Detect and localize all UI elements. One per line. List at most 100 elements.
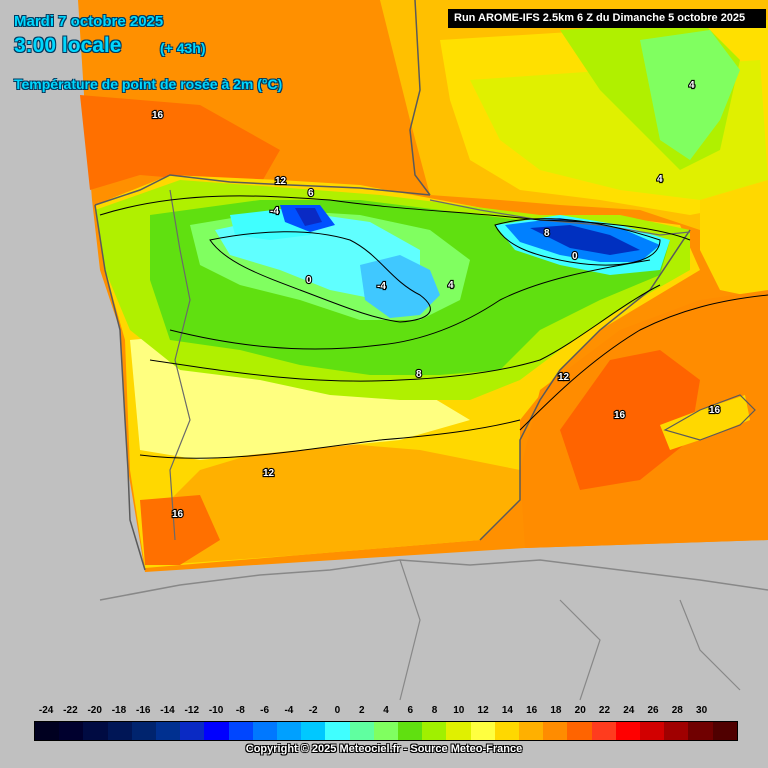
legend-tick-label: 28 <box>671 705 683 716</box>
legend-color-cell <box>83 722 108 740</box>
coastline-north-spain <box>94 174 431 206</box>
legend-color-cell <box>712 722 737 740</box>
contour-label: 0 <box>572 251 578 262</box>
contour-label: -4 <box>270 206 279 217</box>
legend-color-cell <box>519 722 544 740</box>
africa-border-3 <box>679 599 741 691</box>
legend-tick-label: 4 <box>383 705 389 716</box>
legend-color-cell <box>107 722 132 740</box>
legend-color-cell <box>446 722 471 740</box>
legend-color-cell <box>543 722 568 740</box>
contour-line-south <box>139 419 521 459</box>
border-portugal-spain <box>169 189 191 541</box>
copyright-text: Copyright © 2025 Meteociel.fr - Source M… <box>245 743 523 755</box>
legend-tick-label: 20 <box>574 705 586 716</box>
contour-label: 16 <box>614 410 626 421</box>
legend-color-cell <box>349 722 374 740</box>
balearic-yellow <box>660 395 750 450</box>
contour-line-0 <box>209 231 431 323</box>
coastline-east-spain <box>479 229 691 541</box>
legend-tick-label: -4 <box>284 705 294 716</box>
forecast-date: Mardi 7 octobre 2025 <box>14 13 164 30</box>
legend-tick-label: 22 <box>598 705 611 716</box>
legend-tick-labels: -24 -22 -20 -18 -16 -14 -12 -10 -8 -6 -4 -2 0 2 4 6 8 10 1… <box>0 705 768 719</box>
contour-line-4 <box>169 259 651 350</box>
africa-border-1 <box>399 559 421 701</box>
contour-label: 6 <box>308 188 314 199</box>
legend-tick-label: 18 <box>550 705 562 716</box>
contour-label: 4 <box>657 174 663 185</box>
legend-tick-label: -18 <box>111 705 127 716</box>
legend-color-cell <box>470 722 495 740</box>
france-east-yellow <box>700 180 768 300</box>
pyrenees-dark <box>530 225 640 255</box>
contour-label: 0 <box>306 275 312 286</box>
legend-color-cell <box>204 722 229 740</box>
legend-color-cell <box>398 722 423 740</box>
legend-color-cell <box>59 722 84 740</box>
iberia-south-orange <box>150 440 520 565</box>
legend-color-cell <box>664 722 689 740</box>
legend-tick-label: -20 <box>87 705 102 716</box>
legend-tick-label: 30 <box>696 705 708 716</box>
parameter-title: Température de point de rosée à 2m (°C) <box>14 76 283 92</box>
legend-color-cell <box>156 722 181 740</box>
legend-tick-label: 8 <box>431 705 438 716</box>
contour-label: 8 <box>416 369 422 380</box>
contour-label: 4 <box>689 80 695 91</box>
contour-label: 12 <box>263 468 275 479</box>
legend-tick-label: 6 <box>407 705 414 716</box>
contour-label: 16 <box>152 110 164 121</box>
legend-color-cell <box>180 722 205 740</box>
contour-line-east <box>519 294 768 431</box>
legend-tick-label: -8 <box>235 705 245 716</box>
legend-tick-label: -22 <box>63 705 78 716</box>
contour-line-8 <box>149 284 661 382</box>
contour-label: 12 <box>275 176 287 187</box>
legend-color-cell <box>325 722 350 740</box>
legend-tick-label: -14 <box>160 705 175 716</box>
legend-color-cell <box>640 722 665 740</box>
legend-tick-label: 10 <box>453 705 465 716</box>
border-spain-france <box>429 199 691 236</box>
africa-coast <box>99 559 768 601</box>
legend-tick-label: -12 <box>184 705 200 716</box>
legend-tick-label: 26 <box>647 705 659 716</box>
balearic-outline <box>663 394 756 441</box>
lead-time: (+ 43h) <box>160 40 206 56</box>
legend-tick-label: 12 <box>477 705 489 716</box>
legend-color-cell <box>228 722 253 740</box>
legend-color-cell <box>615 722 641 740</box>
color-scale-legend <box>34 721 738 741</box>
contour-line-pyrenees <box>494 218 661 266</box>
legend-tick-label: -10 <box>208 705 224 716</box>
mediterranean-hot <box>560 350 700 490</box>
legend-color-cell <box>277 722 302 740</box>
legend-tick-label: 14 <box>501 705 513 716</box>
france-green-patch <box>640 30 740 160</box>
legend-color-cell <box>252 722 278 740</box>
biscay-warm-area <box>80 95 280 190</box>
legend-color-cell <box>591 722 616 740</box>
legend-tick-label: -24 <box>38 705 54 716</box>
legend-color-cell <box>373 722 399 740</box>
legend-tick-label: -2 <box>308 705 318 716</box>
legend-color-cell <box>131 722 157 740</box>
africa-border-2 <box>559 599 601 701</box>
legend-color-cell <box>688 722 713 740</box>
iberian-system-blue <box>360 255 440 318</box>
legend-tick-label: 2 <box>358 705 365 716</box>
legend-color-cell <box>567 722 592 740</box>
contour-label: 12 <box>558 372 570 383</box>
contour-label: 8 <box>544 228 550 239</box>
legend-tick-label: 0 <box>334 705 341 716</box>
legend-tick-label: 16 <box>526 705 538 716</box>
contour-line-12 <box>99 195 691 241</box>
run-info-banner: Run AROME-IFS 2.5km 6 Z du Dimanche 5 oc… <box>448 9 766 28</box>
legend-color-cell <box>35 722 60 740</box>
contour-label: 4 <box>448 280 454 291</box>
coastline-portugal <box>94 204 146 571</box>
coastline-france-west <box>409 0 431 196</box>
portugal-south-hot <box>140 495 220 565</box>
